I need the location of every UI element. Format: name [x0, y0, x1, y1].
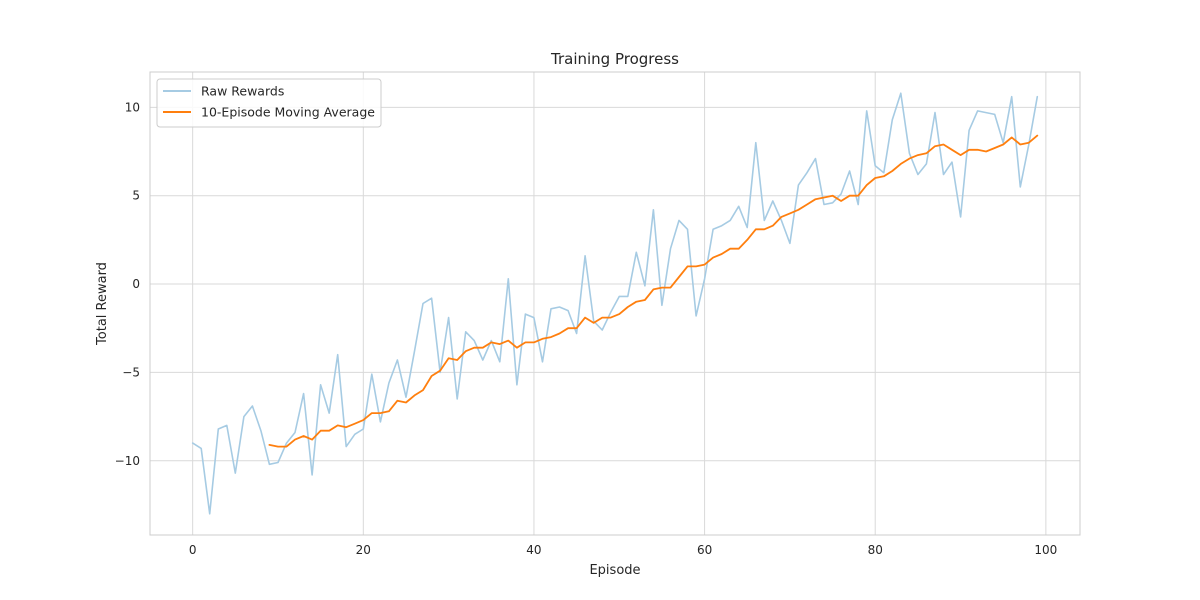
- y-tick-label: −5: [122, 365, 140, 379]
- x-tick-label: 0: [189, 543, 197, 557]
- legend: Raw Rewards 10-Episode Moving Average: [156, 78, 382, 128]
- y-tick-label: 5: [132, 189, 140, 203]
- x-tick-label: 60: [697, 543, 712, 557]
- y-axis-label: Total Reward: [95, 262, 110, 346]
- y-tick-label: 10: [125, 100, 140, 114]
- tick-labels: 0 20 40 60 80 100 −10 −5 0 5 10: [115, 100, 1058, 557]
- x-tick-label: 20: [356, 543, 371, 557]
- legend-box: [156, 78, 382, 128]
- raw-rewards-line: [191, 92, 1039, 515]
- moving-average-line: [268, 134, 1039, 448]
- x-tick-label: 100: [1034, 543, 1057, 557]
- x-tick-label: 40: [526, 543, 541, 557]
- x-axis-label: Episode: [589, 563, 640, 578]
- legend-label-raw-rewards: Raw Rewards: [201, 84, 284, 99]
- plot-area-frame: [149, 71, 1081, 536]
- legend-label-moving-average: 10-Episode Moving Average: [201, 105, 375, 120]
- x-tick-label: 80: [868, 543, 883, 557]
- y-tick-label: 0: [132, 277, 140, 291]
- chart-title: Training Progress: [550, 50, 679, 68]
- y-tick-label: −10: [115, 454, 140, 468]
- series-layer: [191, 92, 1039, 515]
